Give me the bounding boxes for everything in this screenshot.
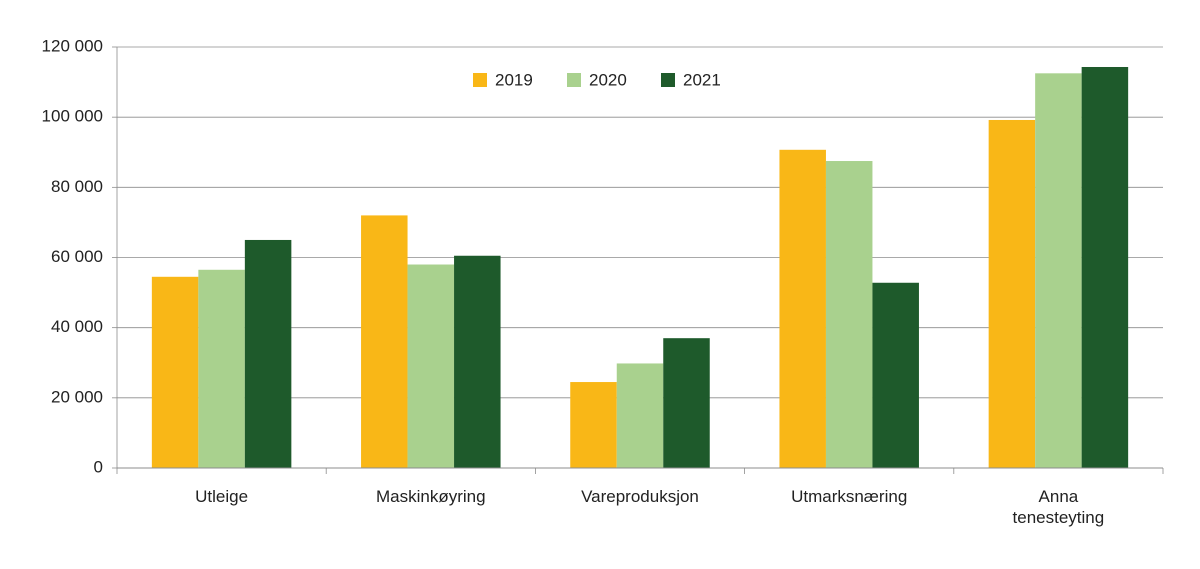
y-tick-label: 100 000: [42, 107, 103, 126]
y-tick-label: 20 000: [51, 387, 103, 406]
bar: [872, 282, 919, 468]
bar: [198, 269, 245, 468]
bar: [988, 119, 1036, 469]
legend-label: 2019: [495, 70, 533, 89]
y-tick-label: 120 000: [42, 36, 103, 55]
y-tick-label: 0: [94, 457, 103, 476]
bar: [361, 215, 408, 468]
x-tick-label: Utmarksnæring: [791, 487, 908, 506]
bar: [825, 161, 873, 469]
bar: [407, 264, 455, 468]
bar: [663, 338, 710, 468]
x-tick-label: Utleige: [195, 487, 249, 506]
legend-label: 2020: [589, 70, 627, 89]
y-tick-label: 40 000: [51, 317, 103, 336]
y-tick-label: 60 000: [51, 247, 103, 266]
y-tick-label: 80 000: [51, 177, 103, 196]
legend-swatch: [661, 73, 675, 87]
x-tick-label: Vareproduksjon: [581, 487, 699, 506]
bar: [616, 363, 664, 468]
bar: [1081, 66, 1129, 468]
legend-swatch: [567, 73, 581, 87]
bar: [151, 276, 199, 468]
bar: [1035, 73, 1082, 468]
bar: [570, 382, 617, 468]
legend-swatch: [473, 73, 487, 87]
bar: [454, 255, 501, 468]
x-tick-label: Maskinkøyring: [376, 487, 486, 506]
bar: [244, 239, 292, 468]
legend-label: 2021: [683, 70, 721, 89]
x-tick-label: Anna tenesteyting: [1012, 487, 1105, 527]
bar: [779, 149, 826, 468]
